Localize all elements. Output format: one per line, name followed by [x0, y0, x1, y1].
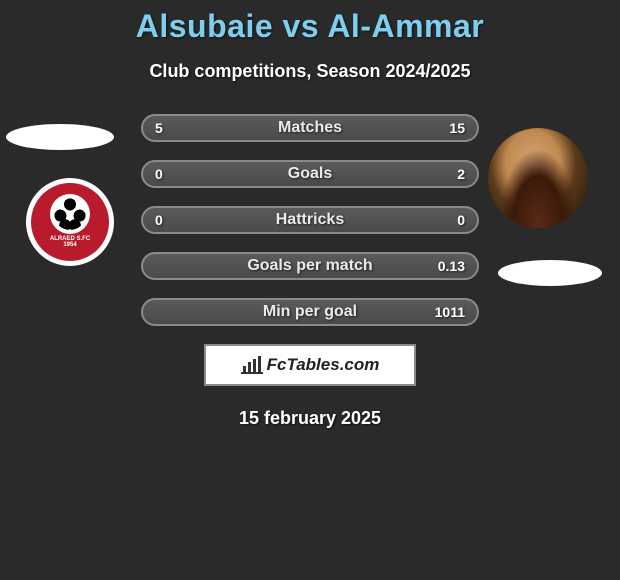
stat-row-hattricks: 0 Hattricks 0	[141, 206, 479, 234]
stats-table: 5 Matches 15 0 Goals 2 0 Hattricks 0 Goa…	[141, 114, 479, 326]
stat-left-value: 0	[155, 166, 163, 182]
date-text: 15 february 2025	[0, 408, 620, 429]
club-logo-inner: ALRAED S.FC 1954	[31, 183, 109, 261]
stat-row-min-per-goal: Min per goal 1011	[141, 298, 479, 326]
brand-text: FcTables.com	[267, 355, 380, 375]
stat-row-goals: 0 Goals 2	[141, 160, 479, 188]
stat-right-value: 0.13	[438, 258, 465, 274]
page-title: Alsubaie vs Al-Ammar	[0, 8, 620, 45]
stat-label: Matches	[278, 119, 342, 137]
stat-right-value: 15	[449, 120, 465, 136]
stat-row-matches: 5 Matches 15	[141, 114, 479, 142]
page-subtitle: Club competitions, Season 2024/2025	[0, 61, 620, 82]
stat-left-value: 0	[155, 212, 163, 228]
brand-box: FcTables.com	[204, 344, 416, 386]
stat-label: Min per goal	[263, 303, 357, 321]
left-club-logo: ALRAED S.FC 1954	[26, 178, 114, 266]
soccer-ball-icon	[50, 194, 90, 234]
left-player-ellipse	[6, 124, 114, 150]
stat-label: Goals per match	[247, 257, 372, 275]
club-year-text: 1954	[63, 242, 76, 248]
bar-chart-icon	[241, 356, 263, 374]
right-player-ellipse	[498, 260, 602, 286]
stat-right-value: 1011	[435, 304, 465, 320]
stat-right-value: 2	[457, 166, 465, 182]
comparison-card: Alsubaie vs Al-Ammar Club competitions, …	[0, 0, 620, 429]
stat-right-value: 0	[457, 212, 465, 228]
stat-label: Hattricks	[276, 211, 344, 229]
stat-row-goals-per-match: Goals per match 0.13	[141, 252, 479, 280]
stat-left-value: 5	[155, 120, 163, 136]
right-player-photo	[488, 128, 588, 228]
stat-label: Goals	[288, 165, 332, 183]
